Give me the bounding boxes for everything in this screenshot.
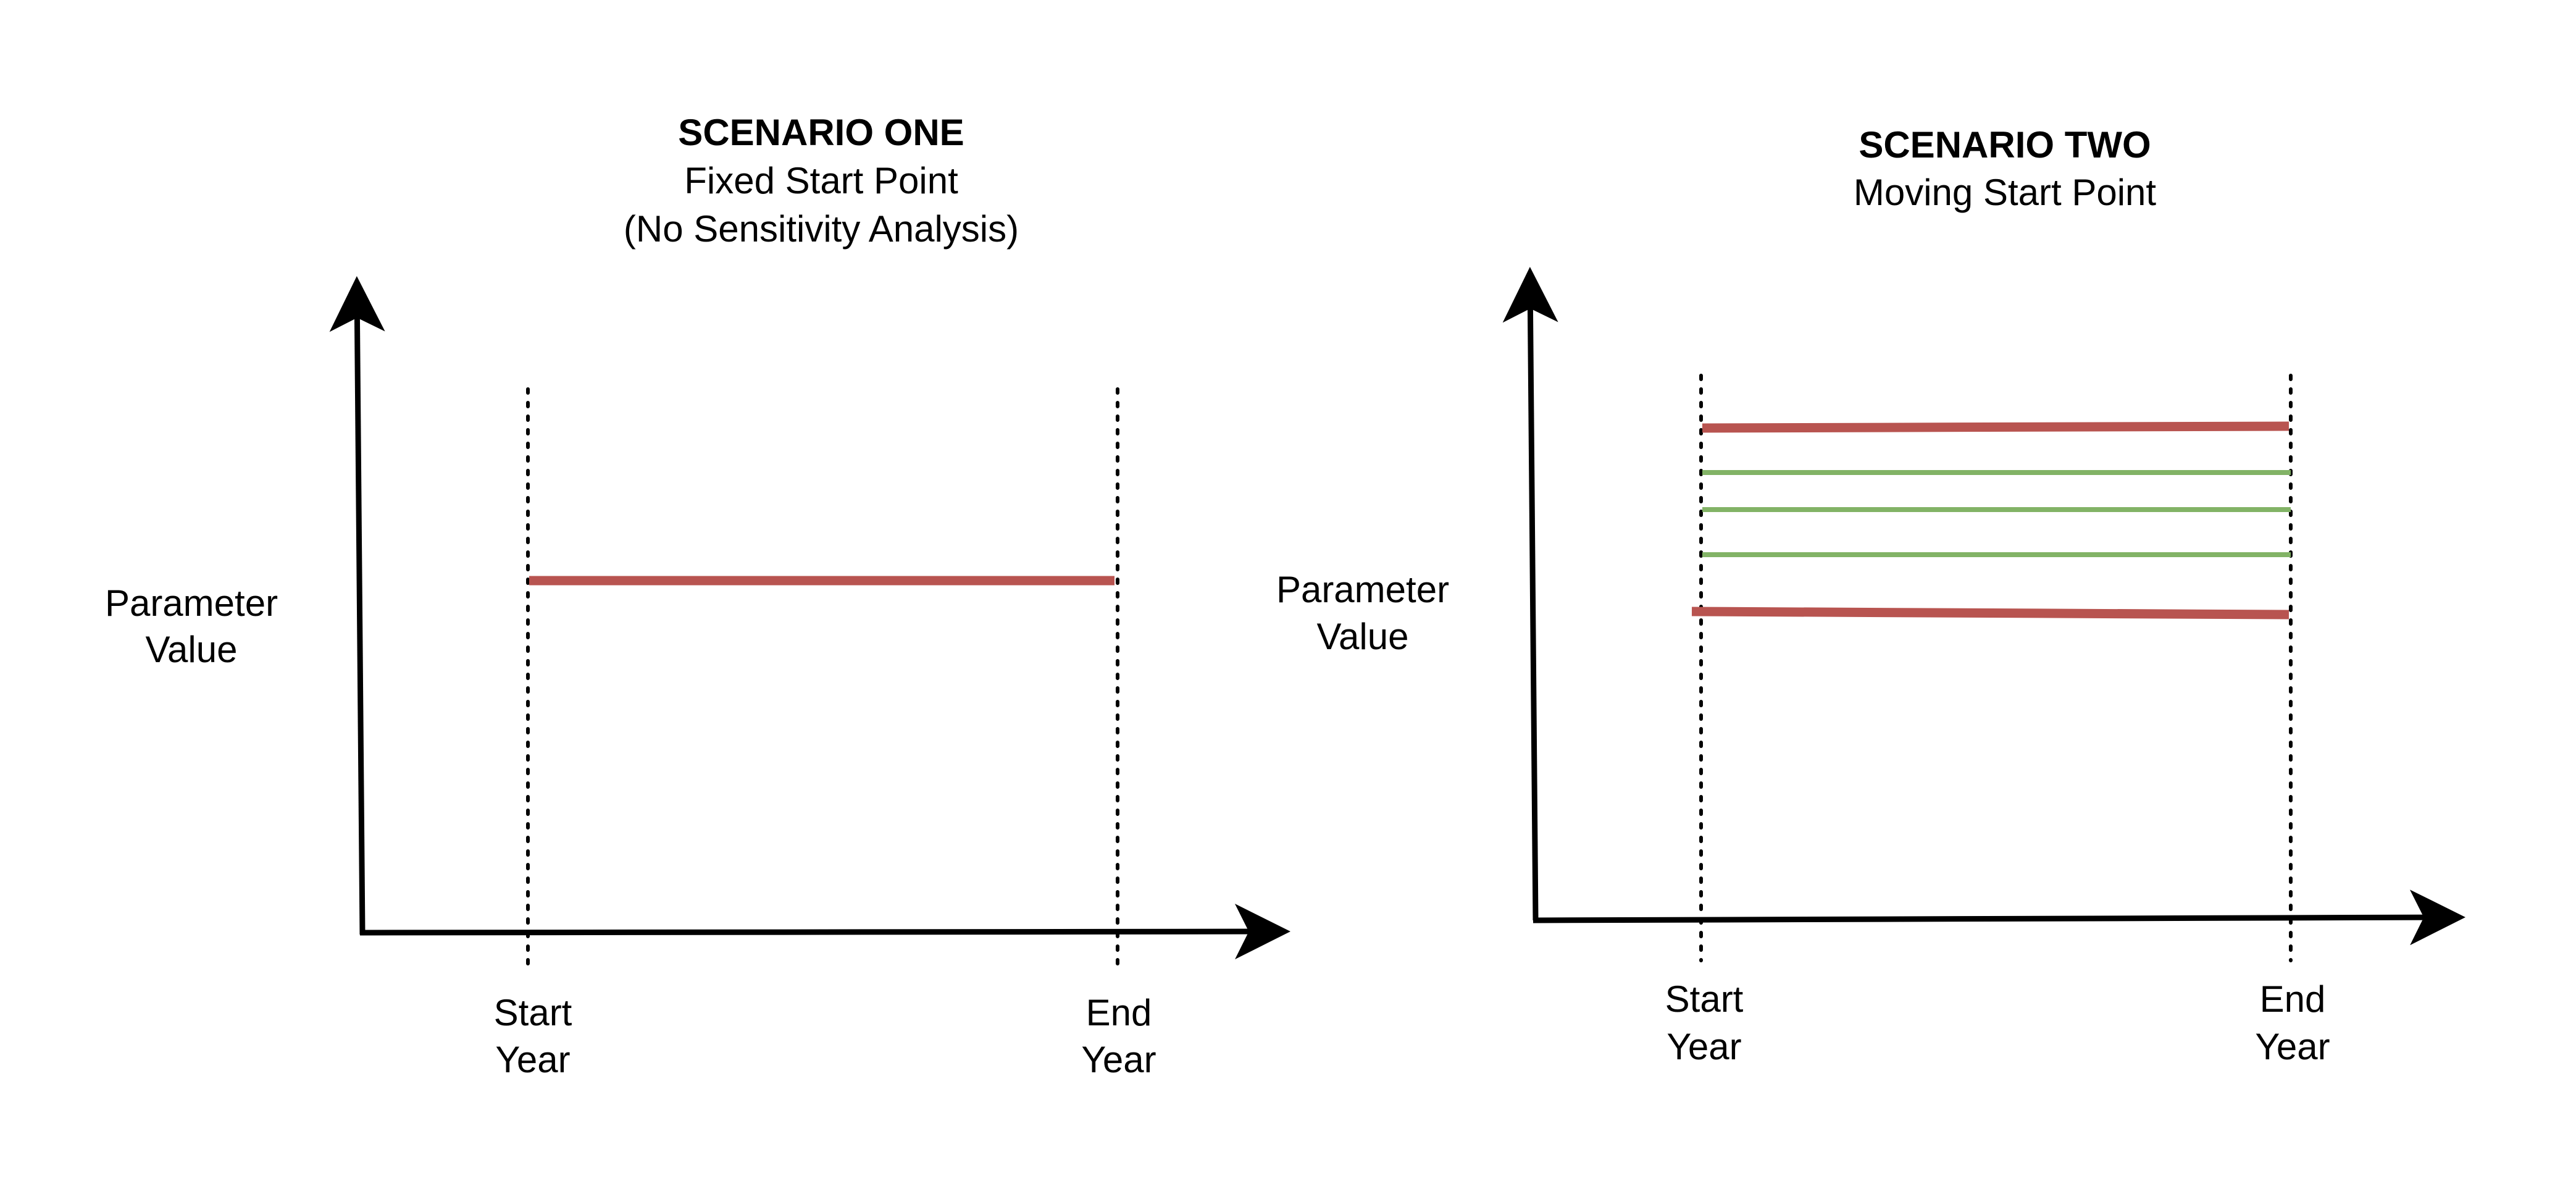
scenario-two-x-axis — [1533, 889, 2465, 946]
scenario-one-start-label-line-1: Start — [494, 992, 572, 1033]
scenario-two-start-label-line-2: Year — [1666, 1026, 1741, 1067]
scenario-one-title: SCENARIO ONE — [678, 112, 964, 153]
scenario-one-y-label-line-1: Parameter — [105, 582, 278, 624]
scenario-two-y-axis — [1502, 267, 1558, 921]
scenario-one-panel: SCENARIO ONE Fixed Start Point (No Sensi… — [105, 112, 1290, 1080]
scenario-one-y-label-line-2: Value — [145, 629, 237, 670]
scenario-two-title: SCENARIO TWO — [1859, 124, 2151, 166]
scenario-two-y-label-line-1: Parameter — [1276, 569, 1449, 610]
scenario-two-end-label-line-2: Year — [2255, 1026, 2330, 1067]
scenario-one-end-label-line-2: Year — [1081, 1039, 1156, 1080]
scenario-two-subtitle-line-1: Moving Start Point — [1854, 172, 2157, 213]
scenario-one-y-axis — [329, 276, 385, 935]
scenario-one-subtitle-line-2: (No Sensitivity Analysis) — [624, 208, 1019, 250]
scenario-two-start-label-line-1: Start — [1665, 978, 1744, 1020]
scenario-one-subtitle-line-1: Fixed Start Point — [684, 160, 958, 201]
scenario-one-start-label-line-2: Year — [495, 1039, 570, 1080]
scenario-one-end-label-line-1: End — [1086, 992, 1152, 1033]
scenario-two-lower-bound-line — [1691, 607, 2290, 620]
scenario-one-x-axis — [359, 904, 1290, 960]
scenario-two-end-label-line-1: End — [2260, 978, 2326, 1020]
scenario-two-upper-bound-line — [1702, 421, 2290, 433]
scenario-two-y-label-line-2: Value — [1316, 616, 1408, 657]
scenario-two-panel: SCENARIO TWO Moving Start Point Paramete… — [1276, 124, 2465, 1067]
